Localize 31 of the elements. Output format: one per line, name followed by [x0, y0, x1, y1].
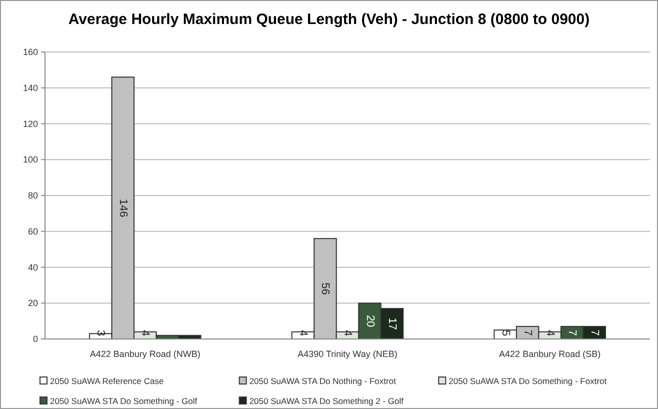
data-label: 7 — [522, 330, 534, 336]
data-label: 4 — [139, 330, 152, 336]
y-tick-label: 40 — [28, 262, 38, 272]
data-label: 17 — [386, 318, 398, 330]
y-tick-label: 60 — [28, 226, 38, 236]
data-label: 4 — [342, 330, 354, 336]
data-label: 7 — [566, 330, 578, 336]
y-tick-label: 0 — [32, 334, 38, 344]
chart-title: Average Hourly Maximum Queue Length (Veh) - Junction 8 (0800 to 0900) — [68, 11, 590, 28]
y-tick-label: 20 — [28, 298, 38, 308]
y-tick-label: 80 — [28, 190, 38, 200]
legend-label: 2050 SuAWA Reference Case — [50, 376, 164, 386]
x-tick-label: A422 Banbury Road (NWB) — [90, 349, 200, 359]
y-tick-label: 140 — [22, 82, 38, 93]
data-label: 146 — [116, 198, 129, 218]
legend-label: 2050 SuAWA STA Do Nothing - Foxtrot — [249, 376, 397, 386]
data-label: 4 — [296, 330, 309, 336]
y-tick-label: 120 — [22, 118, 38, 129]
x-tick-label: A422 Banbury Road (SB) — [499, 349, 601, 359]
x-tick-label: A4390 Trinity Way (NEB) — [298, 349, 398, 359]
data-label: 7 — [588, 330, 600, 336]
legend-label: 2050 SuAWA STA Do Something - Foxtrot — [448, 376, 608, 386]
legend-label: 2050 SuAWA STA Do Something - Golf — [50, 396, 198, 406]
data-label: 4 — [544, 330, 556, 336]
data-label: 20 — [364, 314, 376, 328]
data-label: 56 — [319, 282, 332, 295]
y-tick-label: 100 — [22, 154, 38, 165]
legend-label: 2050 SuAWA STA Do Something 2 - Golf — [249, 396, 404, 406]
data-label: 5 — [499, 330, 512, 336]
data-label: 3 — [94, 330, 107, 336]
y-tick-label: 160 — [22, 47, 38, 57]
